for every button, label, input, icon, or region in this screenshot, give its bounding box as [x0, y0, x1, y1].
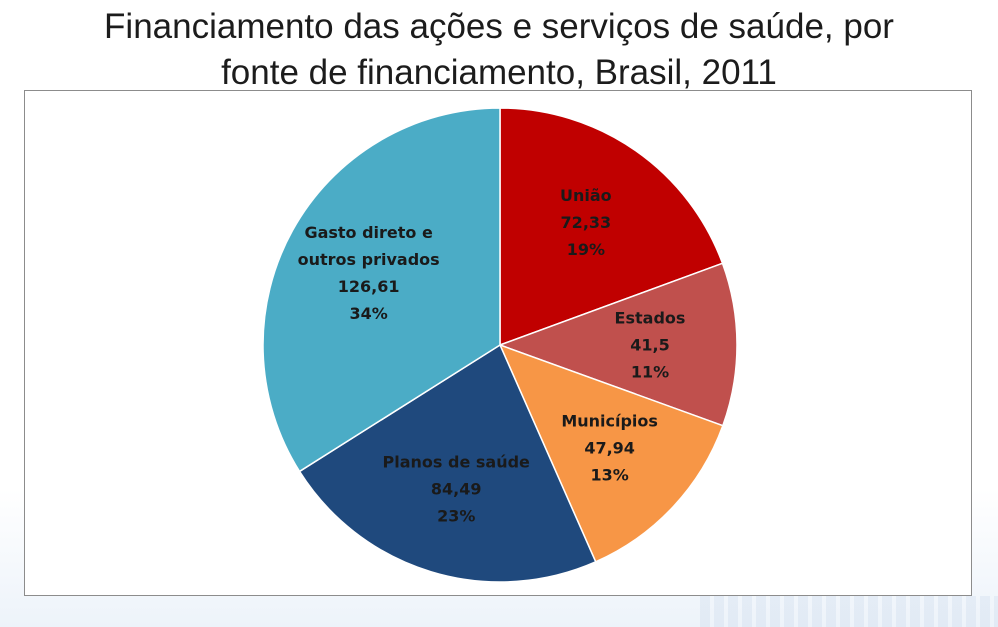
slice-label-1: Estados 41,5 11% — [615, 309, 686, 382]
pie-slice-3 — [298, 343, 597, 583]
slide-title-line2: fonte de financiamento, Brasil, 2011 — [221, 53, 777, 92]
slice-label-3: Planos de saúde 84,49 23% — [383, 452, 531, 525]
pie-slice-2 — [498, 343, 724, 563]
pie-slice-0 — [499, 107, 724, 347]
slide-title: Financiamento das ações e serviços de sa… — [0, 4, 998, 96]
pie-slice-4 — [262, 107, 501, 473]
slide-title-line1: Financiamento das ações e serviços de sa… — [104, 7, 894, 46]
pie-slice-1 — [497, 262, 738, 427]
slice-label-2: Municípios 47,94 13% — [561, 411, 658, 484]
slice-label-4: Gasto direto e outros privados 126,61 34% — [298, 223, 440, 323]
chart-frame: União 72,33 19% Estados 41,5 11% Municípios 47,… — [24, 90, 972, 596]
slice-label-0: União 72,33 19% — [560, 186, 612, 259]
background-decoration — [700, 596, 998, 627]
pie-chart: União 72,33 19%Estados 41,5 11% Municípios 47,… — [262, 107, 738, 583]
